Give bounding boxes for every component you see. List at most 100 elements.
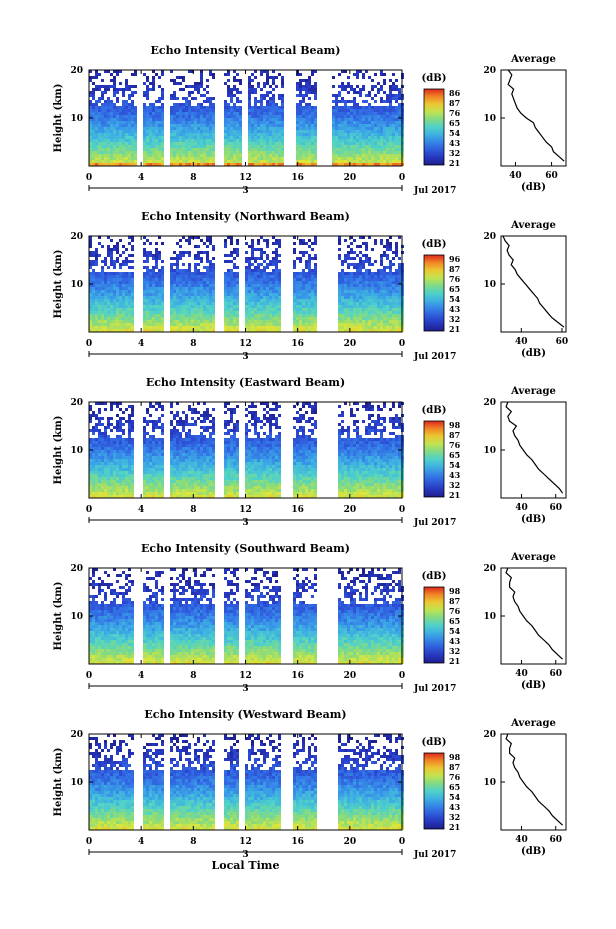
heatmap-cell [356,124,359,127]
heatmap-cell [299,257,302,260]
heatmap-cell [344,148,347,151]
heatmap-cell [155,257,158,260]
heatmap-cell [338,94,341,97]
heatmap-cell [254,260,257,263]
heatmap-cell [146,91,149,94]
heatmap-cell [212,248,215,251]
heatmap-cell [188,323,191,326]
heatmap-cell [368,133,371,136]
heatmap-cell [104,444,107,447]
heatmap-cell [227,115,230,118]
heatmap-cell [107,495,110,498]
heatmap-cell [257,130,260,133]
heatmap-cell [341,314,344,317]
heatmap-cell [308,151,311,154]
heatmap-cell [98,299,101,302]
heatmap-cell [185,118,188,121]
heatmap-cell [98,486,101,489]
heatmap-cell [170,269,173,272]
heatmap-cell [251,115,254,118]
heatmap-cell [233,163,236,166]
heatmap-cell [203,329,206,332]
heatmap-cell [122,284,125,287]
heatmap-cell [191,136,194,139]
heatmap-cell [260,269,263,272]
heatmap-cell [251,293,254,296]
heatmap-cell [266,121,269,124]
heatmap-cell [89,486,92,489]
heatmap-cell [371,97,374,100]
heatmap-cell [254,97,257,100]
heatmap-cell [386,308,389,311]
heatmap-cell [254,76,257,79]
heatmap-cell [212,314,215,317]
heatmap-cell [101,480,104,483]
heatmap-cell [125,103,128,106]
heatmap-cell [383,317,386,320]
heatmap-cell [107,456,110,459]
heatmap-cell [92,480,95,483]
heatmap-cell [302,326,305,329]
heatmap-cell [296,275,299,278]
heatmap-cell [155,284,158,287]
heatmap-cell [206,85,209,88]
heatmap-cell [335,139,338,142]
heatmap-cell [362,278,365,281]
heatmap-cell [191,317,194,320]
heatmap-cell [236,106,239,109]
heatmap-cell [158,308,161,311]
heatmap-cell [356,160,359,163]
heatmap-cell [122,450,125,453]
heatmap-cell [338,302,341,305]
heatmap-cell [188,70,191,73]
heatmap-cell [392,296,395,299]
heatmap-cell [377,302,380,305]
heatmap-cell [152,489,155,492]
heatmap-cell [110,263,113,266]
heatmap-cell [332,154,335,157]
heatmap-cell [341,88,344,91]
heatmap-cell [299,293,302,296]
heatmap-cell [191,287,194,290]
heatmap-cell [113,329,116,332]
heatmap-cell [125,127,128,130]
heatmap-cell [206,106,209,109]
heatmap-cell [89,447,92,450]
heatmap-cell [149,480,152,483]
heatmap-cell [245,281,248,284]
heatmap-cell [122,492,125,495]
heatmap-cell [278,278,281,281]
heatmap-cell [92,112,95,115]
heatmap-cell [200,106,203,109]
heatmap-cell [155,453,158,456]
heatmap-cell [179,163,182,166]
heatmap-cell [203,151,206,154]
heatmap-cell [248,257,251,260]
heatmap-cell [371,160,374,163]
heatmap-cell [161,308,164,311]
heatmap-cell [359,70,362,73]
heatmap-cell [107,308,110,311]
heatmap-cell [371,287,374,290]
heatmap-cell [125,420,128,423]
heatmap-cell [152,148,155,151]
heatmap-cell [158,118,161,121]
heatmap-cell [143,474,146,477]
heatmap-cell [389,103,392,106]
heatmap-cell [371,133,374,136]
heatmap-cell [152,447,155,450]
heatmap-cell [143,441,146,444]
heatmap-cell [101,290,104,293]
heatmap-cell [152,429,155,432]
heatmap-cell [89,142,92,145]
heatmap-cell [182,154,185,157]
heatmap-cell [206,133,209,136]
heatmap-cell [350,136,353,139]
heatmap-cell [308,160,311,163]
heatmap-cell [173,115,176,118]
heatmap-cell [308,106,311,109]
heatmap-cell [152,456,155,459]
heatmap-cell [188,157,191,160]
heatmap-cell [353,139,356,142]
heatmap-cell [170,112,173,115]
